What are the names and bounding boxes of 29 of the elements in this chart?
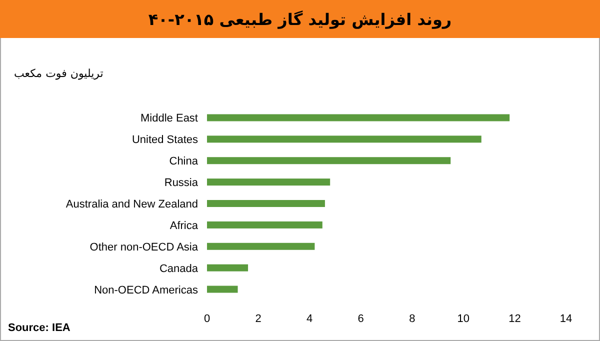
bar	[207, 286, 238, 293]
x-tick-label: 12	[508, 313, 521, 325]
chart-title: روند افزایش تولید گاز طبیعی ۲۰۱۵-۴۰	[148, 10, 452, 29]
y-tick-label: Other non-OECD Asia	[90, 241, 199, 254]
y-tick-label: Africa	[170, 220, 199, 232]
bar	[207, 157, 451, 164]
bar	[207, 221, 322, 228]
x-tick-label: 6	[358, 313, 364, 325]
x-tick-label: 14	[560, 313, 572, 325]
bar	[207, 264, 248, 272]
bar	[207, 178, 330, 186]
y-tick-label: Non-OECD Americas	[94, 284, 198, 296]
y-tick-label: Australia and New Zealand	[66, 198, 198, 210]
bar	[207, 114, 510, 122]
y-tick-label: Canada	[159, 262, 199, 275]
bar	[207, 242, 315, 250]
source-note: Source: IEA	[8, 322, 70, 334]
y-tick-label: Middle East	[140, 112, 198, 125]
x-tick-label: 0	[204, 313, 210, 325]
x-tick-label: 2	[255, 313, 262, 325]
bar	[207, 136, 482, 143]
x-tick-label: 4	[306, 313, 313, 325]
y-axis-title: تریلیون فوت مکعب	[14, 67, 104, 80]
x-tick-label: 8	[409, 313, 416, 325]
y-tick-label: United States	[132, 134, 198, 146]
y-tick-label: China	[169, 156, 199, 168]
x-tick-label: 10	[457, 313, 470, 325]
y-tick-label: Russia	[164, 177, 199, 190]
bar	[207, 200, 325, 207]
